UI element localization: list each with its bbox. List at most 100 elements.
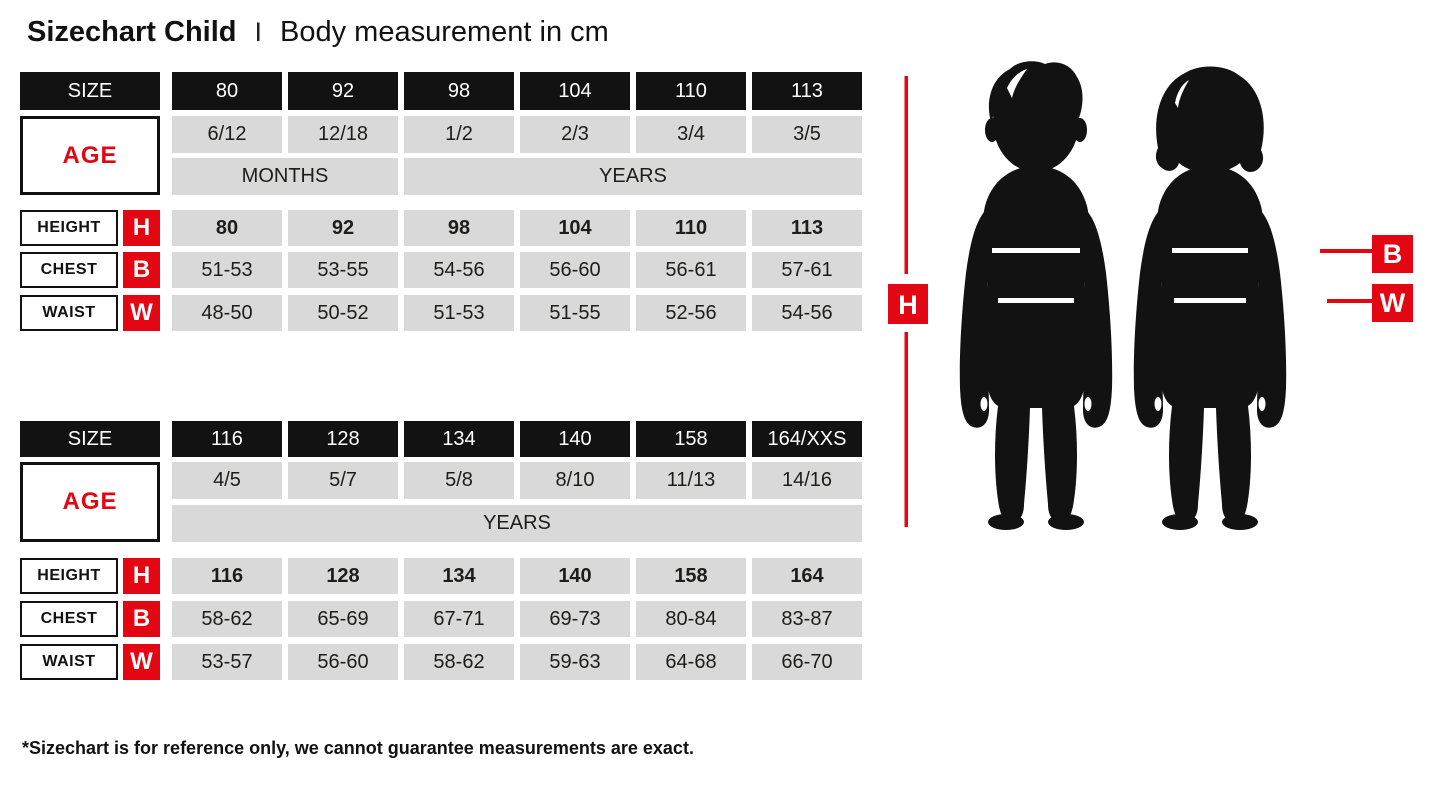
girl-silhouette <box>1133 66 1287 530</box>
height-cell: 116 <box>172 558 282 594</box>
height-badge <box>888 284 928 324</box>
sizechart-table-large: SIZE 116 128 134 140 158 164/XXS AGE 4/5… <box>20 421 862 680</box>
age-cell: 2/3 <box>520 116 630 153</box>
height-line-bottom <box>904 332 908 527</box>
chest-cell: 56-60 <box>520 252 630 288</box>
boy-thumb-gap-left <box>980 397 988 411</box>
boy-silhouette <box>959 61 1113 530</box>
waist-cell: 54-56 <box>752 295 862 331</box>
age-unit-row: YEARS <box>20 505 862 542</box>
chest-row-label: CHEST <box>20 252 118 288</box>
height-marker: H <box>888 76 928 527</box>
age-row: 4/5 5/7 5/8 8/10 11/13 14/16 <box>20 462 862 499</box>
size-cell: 128 <box>288 421 398 457</box>
chest-code-badge: B <box>123 601 160 637</box>
height-cell: 140 <box>520 558 630 594</box>
waist-cell: 51-53 <box>404 295 514 331</box>
waist-code-badge: W <box>123 644 160 680</box>
girl-chest-line <box>1172 248 1248 253</box>
unit-years-cell: YEARS <box>172 505 862 542</box>
girl-leg-left <box>1169 406 1204 522</box>
chest-cell: 67-71 <box>404 601 514 637</box>
chest-badge-label: B <box>1383 239 1403 269</box>
waist-cell: 50-52 <box>288 295 398 331</box>
age-unit-row: MONTHS YEARS <box>20 158 862 195</box>
waist-cell: 51-55 <box>520 295 630 331</box>
size-cell: 113 <box>752 72 862 110</box>
age-label-spacer <box>20 462 160 499</box>
chest-cell: 53-55 <box>288 252 398 288</box>
age-cell: 1/2 <box>404 116 514 153</box>
boy-torso <box>982 166 1090 408</box>
girl-foot-right <box>1222 514 1258 530</box>
size-cell: 116 <box>172 421 282 457</box>
boy-ear-right <box>1073 118 1087 142</box>
chest-code-badge: B <box>123 252 160 288</box>
boy-thumb-gap-right <box>1084 397 1092 411</box>
chest-cell: 54-56 <box>404 252 514 288</box>
waist-code-badge: W <box>123 295 160 331</box>
boy-leg-left <box>995 406 1030 522</box>
unit-years-cell: YEARS <box>404 158 862 195</box>
chest-row: CHEST B 51-53 53-55 54-56 56-60 56-61 57… <box>20 252 862 288</box>
size-cell: 140 <box>520 421 630 457</box>
boy-leg-right <box>1042 406 1077 522</box>
size-cell: 110 <box>636 72 746 110</box>
chest-cell: 83-87 <box>752 601 862 637</box>
height-line-top <box>904 76 908 274</box>
chest-marker: B <box>1320 235 1413 273</box>
size-row-label: SIZE <box>20 421 160 457</box>
age-cell: 4/5 <box>172 462 282 499</box>
boy-ear-left <box>985 118 999 142</box>
age-label-spacer <box>20 158 160 195</box>
waist-badge <box>1372 284 1413 322</box>
height-row: HEIGHT H 116 128 134 140 158 164 <box>20 558 862 594</box>
boy-arm-right <box>1078 208 1113 428</box>
age-label-spacer <box>20 505 160 542</box>
chest-cell: 58-62 <box>172 601 282 637</box>
waist-cell: 48-50 <box>172 295 282 331</box>
size-cell: 158 <box>636 421 746 457</box>
chest-cell: 57-61 <box>752 252 862 288</box>
waist-pointer-line <box>1327 299 1372 303</box>
size-cell: 92 <box>288 72 398 110</box>
age-cell: 14/16 <box>752 462 862 499</box>
page-title: Sizechart Child <box>27 16 237 48</box>
girl-arm-right <box>1252 208 1287 428</box>
age-cell: 12/18 <box>288 116 398 153</box>
age-cell: 5/7 <box>288 462 398 499</box>
height-cell: 113 <box>752 210 862 246</box>
height-cell: 110 <box>636 210 746 246</box>
waist-row: WAIST W 53-57 56-60 58-62 59-63 64-68 66… <box>20 644 862 680</box>
height-cell: 128 <box>288 558 398 594</box>
waist-cell: 53-57 <box>172 644 282 680</box>
chest-row-label: CHEST <box>20 601 118 637</box>
size-row: SIZE 80 92 98 104 110 113 <box>20 72 862 110</box>
age-cell: 5/8 <box>404 462 514 499</box>
age-cell: 3/5 <box>752 116 862 153</box>
age-cell: 11/13 <box>636 462 746 499</box>
girl-foot-left <box>1162 514 1198 530</box>
height-cell: 92 <box>288 210 398 246</box>
height-badge-label: H <box>898 290 918 320</box>
height-row: HEIGHT H 80 92 98 104 110 113 <box>20 210 862 246</box>
girl-arm-left <box>1133 208 1168 428</box>
boy-foot-right <box>1048 514 1084 530</box>
height-code-badge: H <box>123 210 160 246</box>
chest-pointer-line <box>1320 249 1372 253</box>
waist-marker: W <box>1327 284 1413 322</box>
page-header: Sizechart Child I Body measurement in cm <box>27 16 609 49</box>
size-cell: 164/XXS <box>752 421 862 457</box>
height-cell: 158 <box>636 558 746 594</box>
sizechart-table-small: SIZE 80 92 98 104 110 113 AGE 6/12 12/18… <box>20 72 862 331</box>
waist-row-label: WAIST <box>20 644 118 680</box>
chest-cell: 56-61 <box>636 252 746 288</box>
size-cell: 98 <box>404 72 514 110</box>
age-row: 6/12 12/18 1/2 2/3 3/4 3/5 <box>20 116 862 153</box>
boy-waist-line <box>998 298 1074 303</box>
chest-row: CHEST B 58-62 65-69 67-71 69-73 80-84 83… <box>20 601 862 637</box>
waist-badge-label: W <box>1380 288 1406 318</box>
waist-cell: 52-56 <box>636 295 746 331</box>
chest-cell: 51-53 <box>172 252 282 288</box>
